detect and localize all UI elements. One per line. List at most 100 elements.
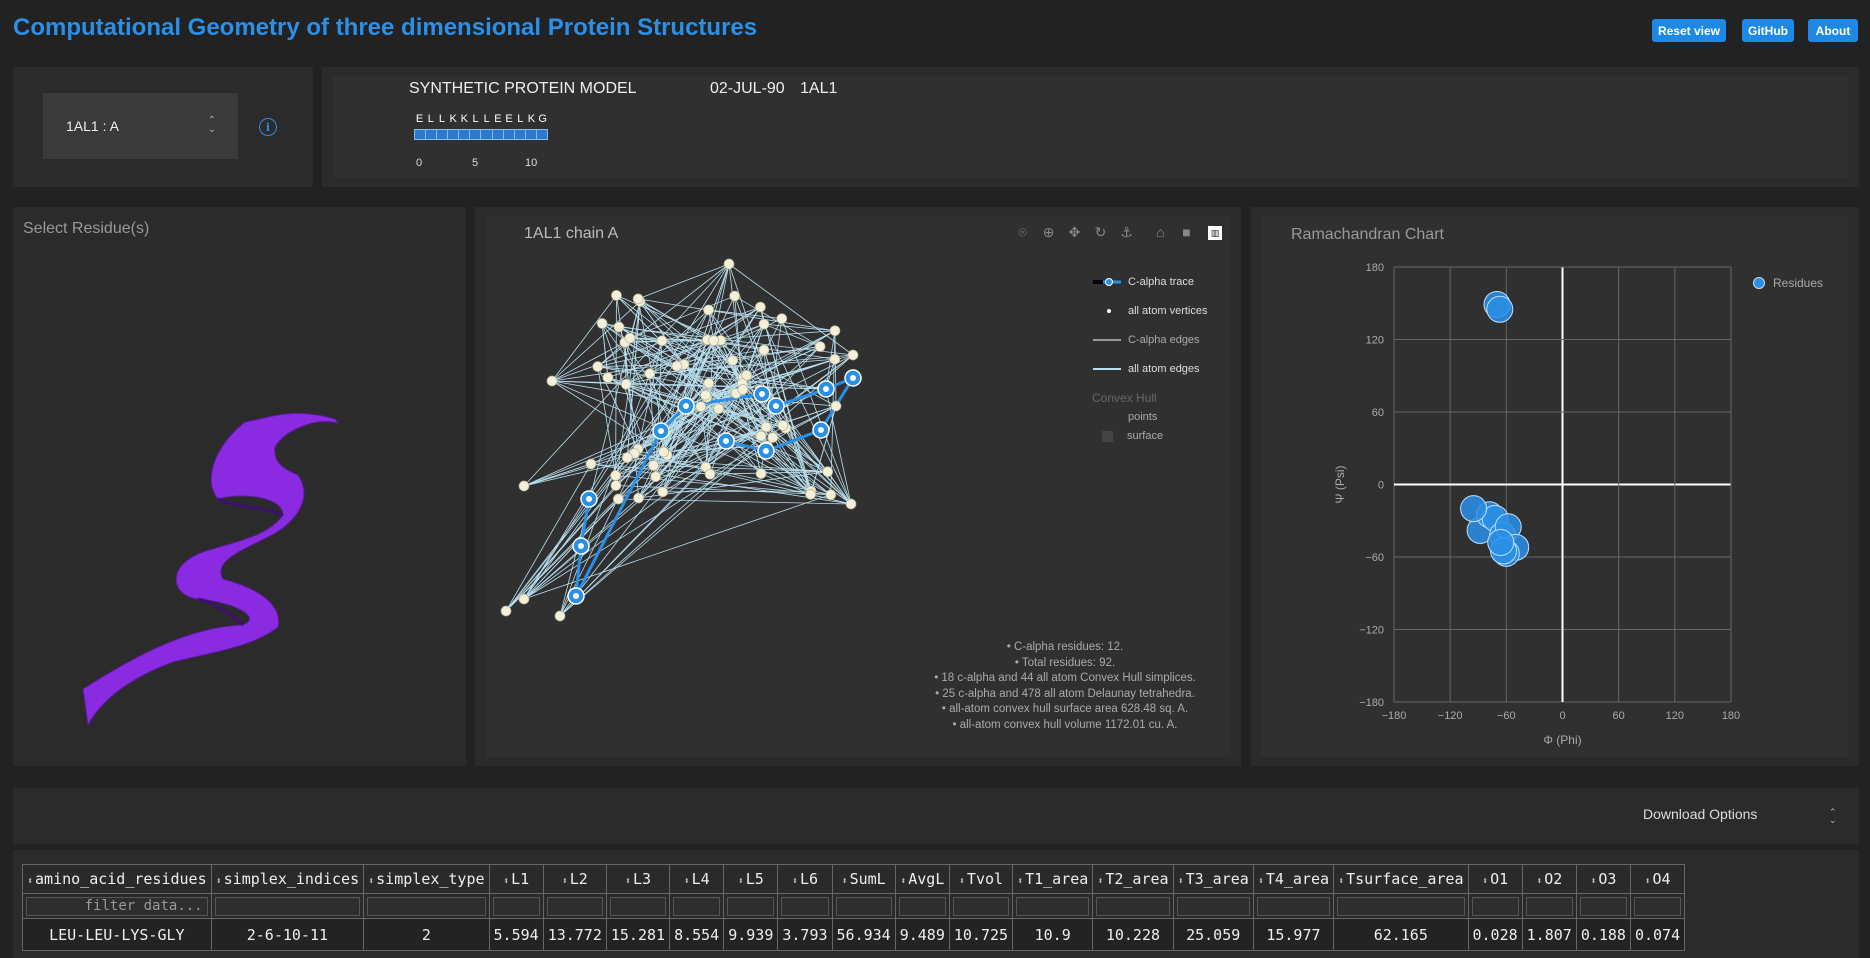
sequence-letter[interactable]: L (517, 113, 524, 125)
filter-input[interactable] (1525, 896, 1573, 916)
sort-icon[interactable]: ⬍ (841, 876, 848, 887)
sequence-letter[interactable]: E (494, 113, 502, 125)
filter-input[interactable] (214, 896, 361, 916)
filter-input[interactable] (673, 896, 721, 916)
sort-icon[interactable]: ⬍ (624, 876, 631, 887)
info-icon[interactable]: i (259, 118, 277, 136)
legend-atom-vertices[interactable]: all atom vertices (1092, 305, 1207, 317)
filter-input[interactable] (1471, 896, 1519, 916)
helix-ribbon-view[interactable] (13, 207, 466, 766)
sequence-cell[interactable] (536, 130, 547, 139)
sort-icon[interactable]: ⬍ (1097, 876, 1104, 887)
column-header[interactable]: ⬍ AvgL (894, 864, 950, 894)
sort-icon[interactable]: ⬍ (27, 876, 34, 887)
sequence-letter[interactable]: L (438, 113, 446, 125)
sequence-letter[interactable]: E (505, 113, 513, 125)
orbit-icon[interactable]: ↻ (1094, 224, 1107, 240)
sort-icon[interactable]: ⬍ (1644, 876, 1651, 887)
plotly-logo-icon[interactable]: ▥ (1208, 226, 1222, 240)
filter-input[interactable] (1579, 896, 1627, 916)
sort-icon[interactable]: ⬍ (1536, 876, 1543, 887)
legend-ca-trace[interactable]: C-alpha trace (1092, 276, 1194, 288)
reset-view-button[interactable]: Reset view (1652, 19, 1726, 42)
sequence-letter[interactable]: K (449, 113, 457, 125)
sequence-cell[interactable] (437, 130, 448, 139)
sort-icon[interactable]: ⬍ (1017, 876, 1024, 887)
column-header[interactable]: ⬍ T4_area (1252, 864, 1335, 894)
sequence-cell[interactable] (525, 130, 536, 139)
sort-icon[interactable]: ⬍ (503, 876, 510, 887)
chart-legend[interactable]: Residues (1753, 276, 1823, 290)
sort-icon[interactable]: ⬍ (958, 876, 965, 887)
sort-icon[interactable]: ⬍ (1177, 876, 1184, 887)
column-header[interactable]: ⬍ simplex_indices (210, 864, 365, 894)
sort-icon[interactable]: ⬍ (1482, 876, 1489, 887)
sort-icon[interactable]: ⬍ (215, 876, 222, 887)
column-header[interactable]: ⬍ T1_area (1012, 864, 1094, 894)
sort-icon[interactable]: ⬍ (1257, 876, 1264, 887)
home-icon[interactable]: ⌂ (1156, 224, 1165, 240)
column-header[interactable]: ⬍ T3_area (1172, 864, 1254, 894)
column-header[interactable]: ⬍ L2 (542, 864, 607, 894)
filter-input[interactable] (492, 896, 540, 916)
sequence-letter[interactable]: K (460, 113, 469, 125)
sequence-cell[interactable] (459, 130, 470, 139)
chain-select[interactable]: 1AL1 : A ⌃ ⌄ (43, 93, 238, 159)
filter-input[interactable] (1096, 896, 1170, 916)
sort-icon[interactable]: ⬍ (737, 876, 744, 887)
pan-icon[interactable]: ✥ (1068, 224, 1081, 240)
column-header[interactable]: ⬍ O4 (1629, 864, 1686, 894)
column-header[interactable]: ⬍ SumL (831, 864, 896, 894)
filter-input[interactable] (546, 896, 603, 916)
column-header[interactable]: ⬍ Tvol (948, 864, 1014, 894)
download-options-select[interactable]: Download Options (1643, 806, 1758, 822)
sort-icon[interactable]: ⬍ (561, 876, 568, 887)
column-header[interactable]: ⬍ L5 (723, 864, 779, 894)
sequence-letter[interactable]: K (527, 113, 536, 125)
sequence-letter[interactable]: E (415, 113, 424, 125)
filter-input[interactable] (367, 896, 486, 916)
sequence-cell[interactable] (448, 130, 459, 139)
sort-icon[interactable]: ⬍ (900, 876, 907, 887)
filter-input[interactable] (835, 896, 892, 916)
camera-icon[interactable]: ⌾ (1018, 224, 1027, 240)
network-graph[interactable] (486, 216, 1231, 737)
ramachandran-chart[interactable]: −180−180 −120 −120 −60 −60 0 0 60 60 120 120 180 180… (1261, 216, 1848, 757)
sort-icon[interactable]: ⬍ (1590, 876, 1597, 887)
sequence-cell[interactable] (415, 130, 426, 139)
github-button[interactable]: GitHub (1742, 19, 1794, 42)
camera-view-icon[interactable]: ■ (1182, 224, 1191, 240)
filter-input[interactable] (952, 896, 1010, 916)
column-header[interactable]: ⬍ L3 (605, 864, 671, 894)
column-header[interactable]: ⬍ L4 (669, 864, 725, 894)
column-header[interactable]: ⬍ O1 (1467, 864, 1523, 894)
column-header[interactable]: ⬍ Tsurface_area (1333, 864, 1469, 894)
column-header[interactable]: ⬍ T2_area (1092, 864, 1174, 894)
sequence-cell[interactable] (426, 130, 437, 139)
sequence-letter[interactable]: L (427, 113, 434, 125)
turntable-icon[interactable]: ⚓ (1120, 224, 1133, 240)
sequence-cell[interactable] (470, 130, 481, 139)
sequence-letter[interactable]: L (483, 113, 490, 125)
filter-input[interactable] (1256, 896, 1331, 916)
zoom-icon[interactable]: ⊕ (1042, 224, 1055, 240)
legend-atom-edges[interactable]: all atom edges (1092, 363, 1200, 375)
filter-input[interactable] (1633, 896, 1682, 916)
column-header[interactable]: ⬍ amino_acid_residues (22, 864, 212, 894)
sequence-cell[interactable] (492, 130, 503, 139)
sort-icon[interactable]: ⬍ (368, 876, 375, 887)
filter-input[interactable] (609, 896, 667, 916)
filter-input[interactable] (781, 896, 829, 916)
sequence-cell[interactable] (481, 130, 492, 139)
filter-input[interactable] (898, 896, 946, 916)
sort-icon[interactable]: ⬍ (791, 876, 798, 887)
about-button[interactable]: About (1808, 19, 1858, 42)
legend-hull-points[interactable]: points (1128, 411, 1158, 423)
legend-hull-surface[interactable]: surface (1102, 430, 1163, 442)
sort-icon[interactable]: ⬍ (683, 876, 690, 887)
filter-input[interactable] (727, 896, 775, 916)
sequence-track[interactable] (414, 129, 548, 140)
filter-input[interactable] (1176, 896, 1250, 916)
column-header[interactable]: ⬍ L1 (488, 864, 544, 894)
sequence-letter[interactable]: G (538, 113, 547, 125)
